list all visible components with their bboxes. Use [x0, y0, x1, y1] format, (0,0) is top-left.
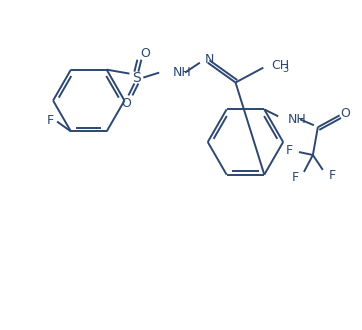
- Text: S: S: [132, 71, 141, 84]
- Text: O: O: [122, 97, 131, 110]
- Text: NH: NH: [173, 66, 192, 79]
- Text: F: F: [329, 169, 336, 182]
- Text: O: O: [140, 47, 150, 60]
- Text: N: N: [205, 53, 214, 66]
- Text: F: F: [286, 144, 292, 156]
- Text: 3: 3: [282, 64, 288, 74]
- Text: F: F: [291, 171, 299, 184]
- Text: O: O: [341, 107, 350, 120]
- Text: F: F: [47, 114, 54, 127]
- Text: CH: CH: [271, 59, 289, 72]
- Text: NH: NH: [288, 113, 307, 126]
